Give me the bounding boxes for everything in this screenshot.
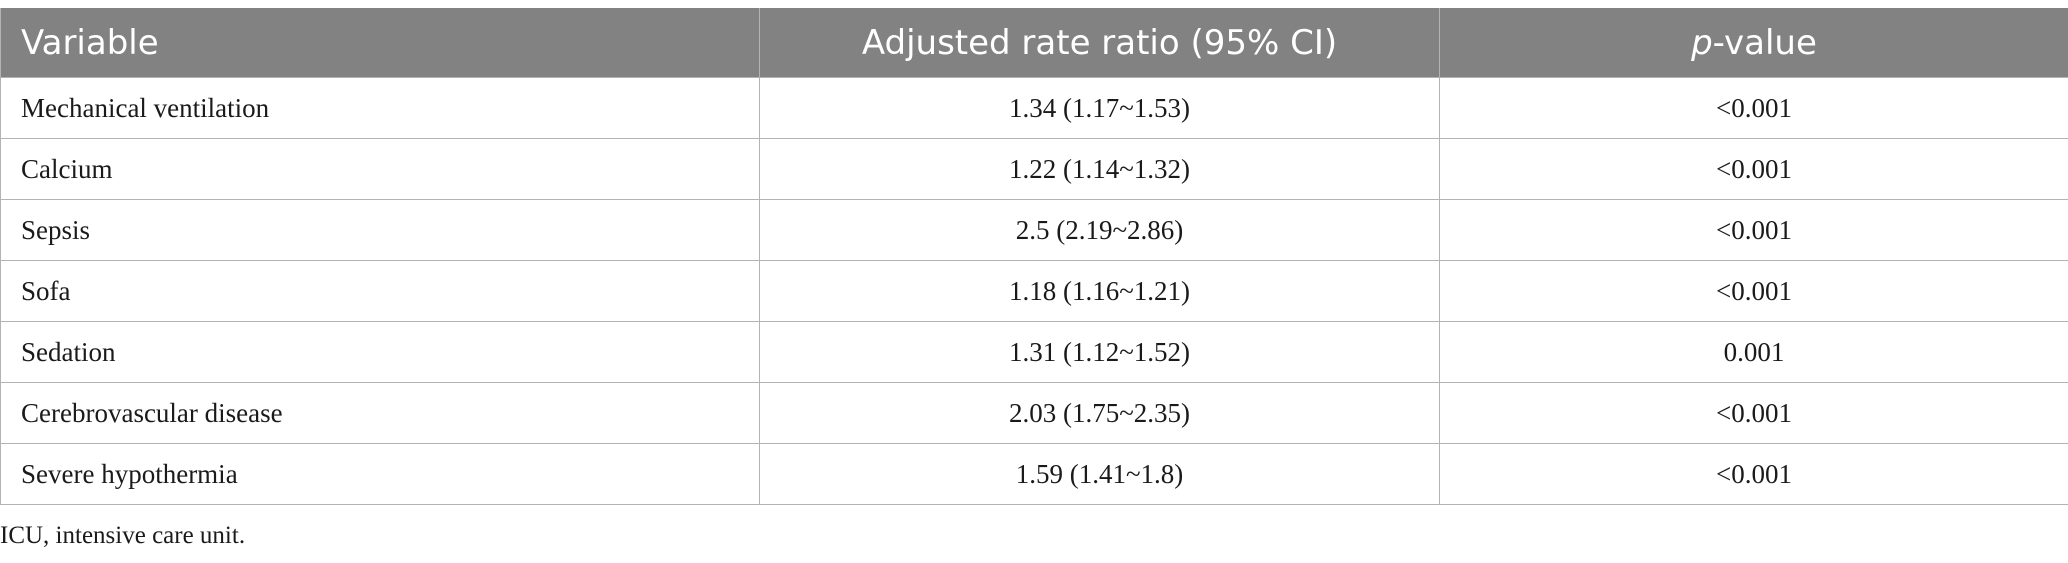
cell-rate-ratio: 1.34 (1.17~1.53): [759, 77, 1440, 139]
cell-rate-ratio: 2.03 (1.75~2.35): [759, 382, 1440, 444]
table-row: Sedation 1.31 (1.12~1.52) 0.001: [0, 321, 2068, 383]
cell-variable: Sofa: [0, 260, 760, 322]
cell-p-value: <0.001: [1439, 260, 2068, 322]
header-rate-ratio: Adjusted rate ratio (95% CI): [759, 8, 1440, 78]
cell-p-value: <0.001: [1439, 138, 2068, 200]
cell-variable: Severe hypothermia: [0, 443, 760, 505]
cell-p-value: <0.001: [1439, 382, 2068, 444]
table-header-row: Variable Adjusted rate ratio (95% CI) p-…: [0, 8, 2068, 78]
header-variable: Variable: [0, 8, 760, 78]
table-row: Severe hypothermia 1.59 (1.41~1.8) <0.00…: [0, 443, 2068, 505]
cell-rate-ratio: 1.59 (1.41~1.8): [759, 443, 1440, 505]
cell-variable: Calcium: [0, 138, 760, 200]
cell-variable: Sedation: [0, 321, 760, 383]
cell-variable: Mechanical ventilation: [0, 77, 760, 139]
table-row: Mechanical ventilation 1.34 (1.17~1.53) …: [0, 77, 2068, 139]
cell-p-value: <0.001: [1439, 77, 2068, 139]
cell-rate-ratio: 1.22 (1.14~1.32): [759, 138, 1440, 200]
table-row: Sepsis 2.5 (2.19~2.86) <0.001: [0, 199, 2068, 261]
table-row: Sofa 1.18 (1.16~1.21) <0.001: [0, 260, 2068, 322]
table-row: Cerebrovascular disease 2.03 (1.75~2.35)…: [0, 382, 2068, 444]
cell-p-value: <0.001: [1439, 443, 2068, 505]
table-row: Calcium 1.22 (1.14~1.32) <0.001: [0, 138, 2068, 200]
cell-rate-ratio: 1.31 (1.12~1.52): [759, 321, 1440, 383]
cell-variable: Sepsis: [0, 199, 760, 261]
cell-rate-ratio: 2.5 (2.19~2.86): [759, 199, 1440, 261]
results-table-container: Variable Adjusted rate ratio (95% CI) p-…: [0, 8, 2068, 505]
table-footnote: ICU, intensive care unit.: [0, 522, 246, 549]
header-p-value-italic: p: [1691, 22, 1713, 63]
rate-ratio-table: Variable Adjusted rate ratio (95% CI) p-…: [0, 8, 2068, 505]
cell-rate-ratio: 1.18 (1.16~1.21): [759, 260, 1440, 322]
cell-variable: Cerebrovascular disease: [0, 382, 760, 444]
header-p-value-suffix: -value: [1712, 22, 1817, 63]
header-p-value: p-value: [1439, 8, 2068, 78]
cell-p-value: 0.001: [1439, 321, 2068, 383]
cell-p-value: <0.001: [1439, 199, 2068, 261]
